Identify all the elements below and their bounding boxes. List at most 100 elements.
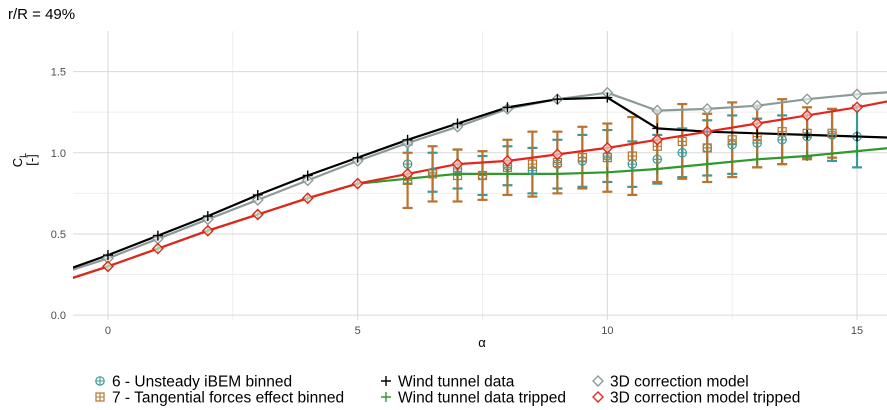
legend-label: Wind tunnel data xyxy=(398,374,515,391)
data-point xyxy=(802,151,813,162)
y-tick-label: 1.0 xyxy=(51,148,66,160)
data-point xyxy=(551,148,564,161)
data-point xyxy=(801,109,814,122)
legend-item: 3D correction model xyxy=(592,374,749,391)
legend: 6 - Unsteady iBEM binned Wind tunnel data… xyxy=(95,374,800,407)
y-axis-title-main: C xyxy=(10,158,25,167)
data-point xyxy=(352,152,363,163)
errorbar-point xyxy=(777,134,787,145)
y-axis-title-subscript: L xyxy=(18,153,28,158)
data-point xyxy=(651,133,664,146)
data-point xyxy=(251,208,264,221)
legend-label: 7 - Tangential forces effect binned xyxy=(112,390,344,407)
y-axis-title: CL [-] xyxy=(10,153,39,167)
errorbar-point xyxy=(477,170,488,181)
y-tick-label: 0.0 xyxy=(51,310,66,322)
legend-label: 6 - Unsteady iBEM binned xyxy=(112,374,292,391)
data-point xyxy=(552,168,563,179)
data-point xyxy=(552,94,563,105)
legend-key xyxy=(95,392,105,402)
errorbar-point xyxy=(827,128,837,138)
series-line xyxy=(73,100,887,279)
svg-text:CL: CL xyxy=(10,153,28,167)
data-point xyxy=(701,125,714,138)
data-point xyxy=(751,117,764,130)
data-point xyxy=(702,159,713,170)
errorbar-point xyxy=(677,147,688,158)
data-point xyxy=(452,118,463,129)
data-point xyxy=(252,189,263,200)
x-tick-label: 15 xyxy=(851,325,863,337)
errorbar-point xyxy=(652,154,663,165)
data-point xyxy=(502,168,513,179)
errorbar-point xyxy=(727,135,737,145)
data-point xyxy=(451,158,464,171)
legend-item: 6 - Unsteady iBEM binned xyxy=(95,374,292,391)
errorbar-point xyxy=(677,136,687,147)
legend-key xyxy=(381,376,391,386)
data-point xyxy=(852,131,863,142)
errorbar-point xyxy=(527,159,538,169)
data-point xyxy=(151,242,164,255)
data-point xyxy=(401,167,414,180)
series-line xyxy=(73,91,887,271)
errorbar-point xyxy=(777,127,787,137)
data-point xyxy=(852,146,863,157)
chart-title: r/R = 49% xyxy=(8,6,75,23)
legend-item: Wind tunnel data tripped xyxy=(381,390,566,407)
legend-label: 3D correction model tripped xyxy=(610,390,800,407)
data-point xyxy=(202,211,213,222)
y-tick-label: 1.5 xyxy=(51,67,66,79)
x-axis-title: α xyxy=(478,335,486,350)
data-point xyxy=(602,167,613,178)
series-markers xyxy=(101,86,864,273)
data-point xyxy=(752,154,763,165)
errorbar-point xyxy=(427,169,438,179)
data-point xyxy=(152,230,163,241)
data-point xyxy=(602,92,613,103)
data-point xyxy=(502,102,513,113)
data-point xyxy=(301,192,314,205)
y-tick-label: 0.5 xyxy=(51,229,66,241)
errorbar-point xyxy=(702,143,712,153)
data-point xyxy=(302,170,313,181)
legend-item: Wind tunnel data xyxy=(381,374,515,391)
data-point xyxy=(701,102,714,115)
x-tick-label: 10 xyxy=(601,325,613,337)
legend-key xyxy=(592,375,604,387)
errorbar-point xyxy=(627,159,638,169)
data-point xyxy=(652,123,663,134)
legend-label: 3D correction model xyxy=(610,374,749,391)
data-point xyxy=(652,164,663,175)
data-point xyxy=(752,128,763,139)
legend-label: Wind tunnel data tripped xyxy=(398,390,566,407)
data-point xyxy=(452,168,463,179)
series-line xyxy=(73,96,887,269)
errorbar-point xyxy=(402,159,413,169)
data-point xyxy=(351,177,364,190)
legend-key xyxy=(381,392,391,402)
legend-item: 3D correction model tripped xyxy=(592,390,800,407)
data-point xyxy=(601,141,614,154)
data-point xyxy=(851,88,864,101)
data-point xyxy=(802,129,813,140)
data-point xyxy=(801,93,814,106)
data-point xyxy=(101,260,114,273)
errorbar-point xyxy=(577,153,587,163)
data-point xyxy=(402,134,413,145)
major-gridlines xyxy=(73,31,887,320)
data-point xyxy=(651,104,664,117)
x-tick-label: 0 xyxy=(105,325,111,337)
data-point xyxy=(201,224,214,237)
x-tick-label: 5 xyxy=(355,325,361,337)
legend-key xyxy=(592,391,604,403)
legend-key xyxy=(95,376,105,386)
y-axis-unit: [-] xyxy=(24,154,39,166)
errorbar-point xyxy=(602,153,612,163)
tick-labels: 0 5 10 15 0.0 0.5 1.0 1.5 xyxy=(51,67,863,337)
data-point xyxy=(751,99,764,112)
data-point xyxy=(501,154,514,167)
errorbar-point xyxy=(627,151,637,161)
data-point xyxy=(102,250,113,261)
